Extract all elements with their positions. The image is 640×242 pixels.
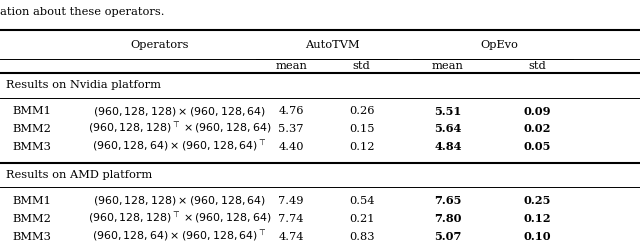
Text: 4.40: 4.40 <box>278 142 304 152</box>
Text: 4.74: 4.74 <box>278 232 304 242</box>
Text: 0.21: 0.21 <box>349 214 374 224</box>
Text: 5.51: 5.51 <box>435 106 461 116</box>
Text: 4.76: 4.76 <box>278 106 304 116</box>
Text: 7.74: 7.74 <box>278 214 304 224</box>
Text: 7.65: 7.65 <box>435 195 461 206</box>
Text: 0.09: 0.09 <box>524 106 551 116</box>
Text: $(960,128,128)\times(960,128,64)$: $(960,128,128)\times(960,128,64)$ <box>93 105 266 118</box>
Text: 0.12: 0.12 <box>524 213 552 224</box>
Text: Results on AMD platform: Results on AMD platform <box>6 170 153 180</box>
Text: 0.54: 0.54 <box>349 196 374 206</box>
Text: BMM1: BMM1 <box>13 106 52 116</box>
Text: BMM3: BMM3 <box>13 232 52 242</box>
Text: std: std <box>353 61 371 71</box>
Text: $(960,128,128)\times(960,128,64)$: $(960,128,128)\times(960,128,64)$ <box>93 194 266 207</box>
Text: 0.02: 0.02 <box>524 123 551 135</box>
Text: 5.64: 5.64 <box>435 123 461 135</box>
Text: Results on Nvidia platform: Results on Nvidia platform <box>6 80 161 90</box>
Text: 4.84: 4.84 <box>435 141 461 152</box>
Text: BMM1: BMM1 <box>13 196 52 206</box>
Text: 7.49: 7.49 <box>278 196 304 206</box>
Text: mean: mean <box>275 61 307 71</box>
Text: std: std <box>529 61 547 71</box>
Text: BMM2: BMM2 <box>13 214 52 224</box>
Text: 0.12: 0.12 <box>349 142 374 152</box>
Text: $(960,128,64)\times(960,128,64)^{\top}$: $(960,128,64)\times(960,128,64)^{\top}$ <box>92 229 267 242</box>
Text: 0.10: 0.10 <box>524 231 552 242</box>
Text: 0.26: 0.26 <box>349 106 374 116</box>
Text: 0.05: 0.05 <box>524 141 551 152</box>
Text: AutoTVM: AutoTVM <box>305 40 360 50</box>
Text: 5.07: 5.07 <box>435 231 461 242</box>
Text: OpEvo: OpEvo <box>480 40 518 50</box>
Text: $(960,128,64)\times(960,128,64)^{\top}$: $(960,128,64)\times(960,128,64)^{\top}$ <box>92 139 267 154</box>
Text: BMM2: BMM2 <box>13 124 52 134</box>
Text: $(960,128,128)^{\top}\times(960,128,64)$: $(960,128,128)^{\top}\times(960,128,64)$ <box>88 211 271 226</box>
Text: BMM3: BMM3 <box>13 142 52 152</box>
Text: 0.15: 0.15 <box>349 124 374 134</box>
Text: ation about these operators.: ation about these operators. <box>0 7 164 17</box>
Text: Operators: Operators <box>131 40 189 50</box>
Text: 0.25: 0.25 <box>524 195 551 206</box>
Text: mean: mean <box>432 61 464 71</box>
Text: 7.80: 7.80 <box>435 213 461 224</box>
Text: 0.83: 0.83 <box>349 232 374 242</box>
Text: $(960,128,128)^{\top}\times(960,128,64)$: $(960,128,128)^{\top}\times(960,128,64)$ <box>88 121 271 136</box>
Text: 5.37: 5.37 <box>278 124 304 134</box>
